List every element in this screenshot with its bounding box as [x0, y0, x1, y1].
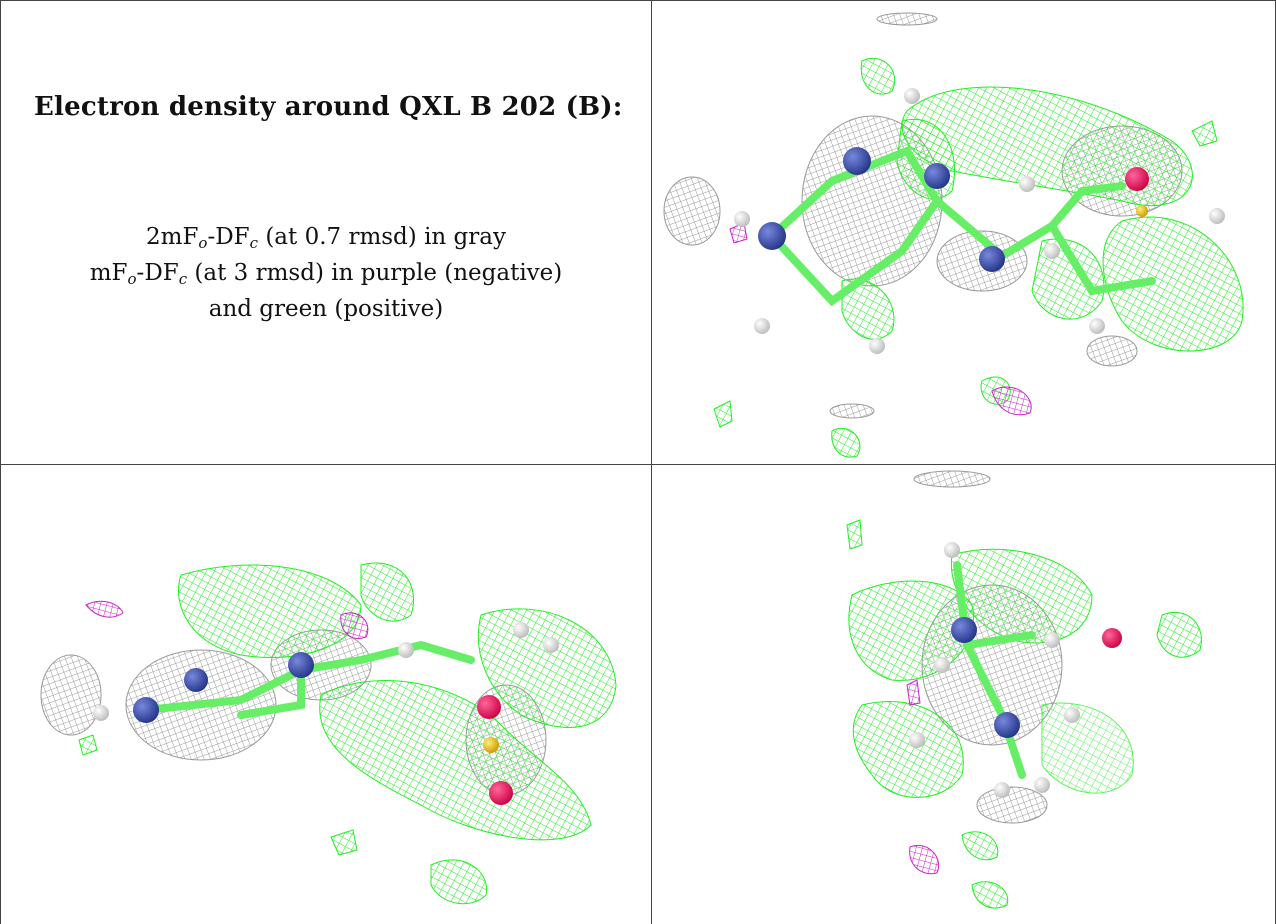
caption-title: Electron density around QXL B 202 (B): — [34, 92, 623, 122]
table-divider-vertical — [651, 0, 652, 924]
caption-legend: 2mFo-DFc (at 0.7 rmsd) in gray mFo-DFc (… — [0, 222, 652, 324]
density-view-bottom-right — [652, 465, 1275, 924]
table-border-top — [0, 0, 1276, 1]
legend-line-fofc: mFo-DFc (at 3 rmsd) in purple (negative) — [89, 260, 563, 288]
density-view-top-right — [652, 1, 1275, 464]
legend-line-2fofc: 2mFo-DFc (at 0.7 rmsd) in gray — [146, 224, 506, 252]
legend-line-colors: and green (positive) — [208, 296, 444, 322]
molecule-render-2 — [40, 562, 617, 905]
molecule-render-1 — [663, 12, 1244, 458]
caption-cell: Electron density around QXL B 202 (B): 2… — [0, 0, 652, 464]
table-divider-horizontal — [0, 464, 1276, 465]
table-border-left — [0, 0, 1, 924]
density-view-bottom-left — [1, 465, 651, 924]
molecule-render-3 — [846, 470, 1202, 909]
